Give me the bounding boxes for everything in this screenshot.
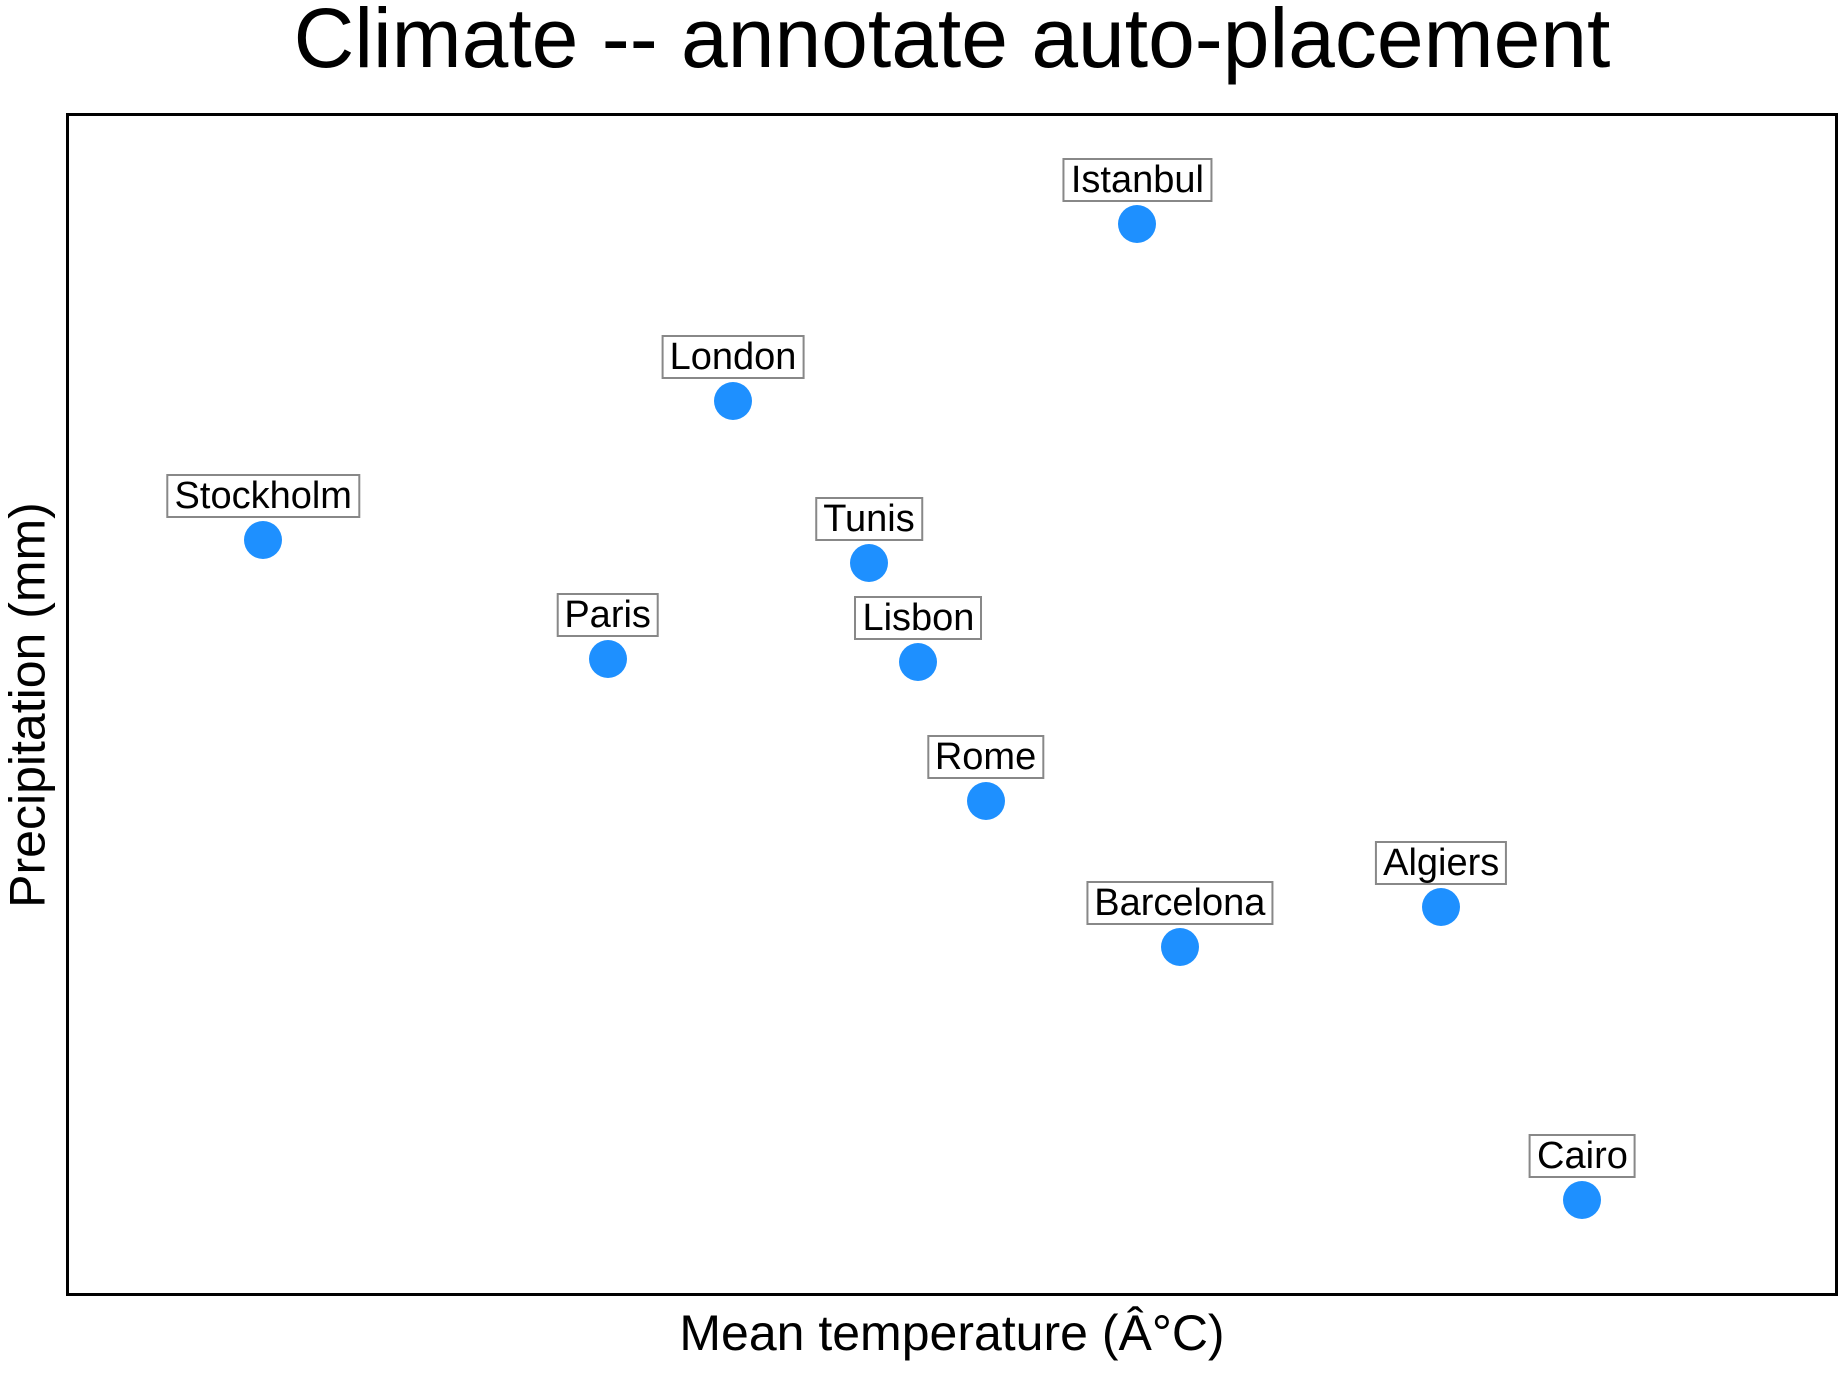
x-axis-label: Mean temperature (Â°C) [679, 1305, 1225, 1361]
chart-title: Climate -- annotate auto-placement [293, 0, 1611, 85]
point-marker-cairo [1563, 1181, 1602, 1220]
y-axis-label: Precipitation (mm) [0, 502, 56, 908]
point-label-lisbon: Lisbon [854, 596, 983, 641]
point-label-paris: Paris [556, 592, 659, 637]
plot-area: Istanbul London Stockholm Tunis Paris Lisbon R… [66, 113, 1838, 1296]
point-label-rome: Rome [926, 735, 1045, 779]
point-marker-istanbul [1118, 205, 1157, 244]
point-marker-barcelona [1160, 927, 1199, 966]
point-label-tunis: Tunis [815, 497, 923, 542]
point-label-istanbul: Istanbul [1062, 158, 1212, 203]
point-label-cairo: Cairo [1529, 1134, 1636, 1179]
point-marker-tunis [849, 544, 888, 583]
point-label-barcelona: Barcelona [1086, 880, 1274, 925]
point-label-london: London [661, 334, 805, 379]
point-marker-paris [588, 639, 627, 678]
point-marker-rome [966, 782, 1005, 820]
point-marker-algiers [1422, 887, 1461, 926]
point-label-stockholm: Stockholm [166, 473, 360, 518]
point-marker-london [714, 381, 753, 420]
point-label-algiers: Algiers [1375, 840, 1508, 885]
point-marker-lisbon [899, 643, 938, 682]
point-marker-stockholm [244, 520, 283, 559]
